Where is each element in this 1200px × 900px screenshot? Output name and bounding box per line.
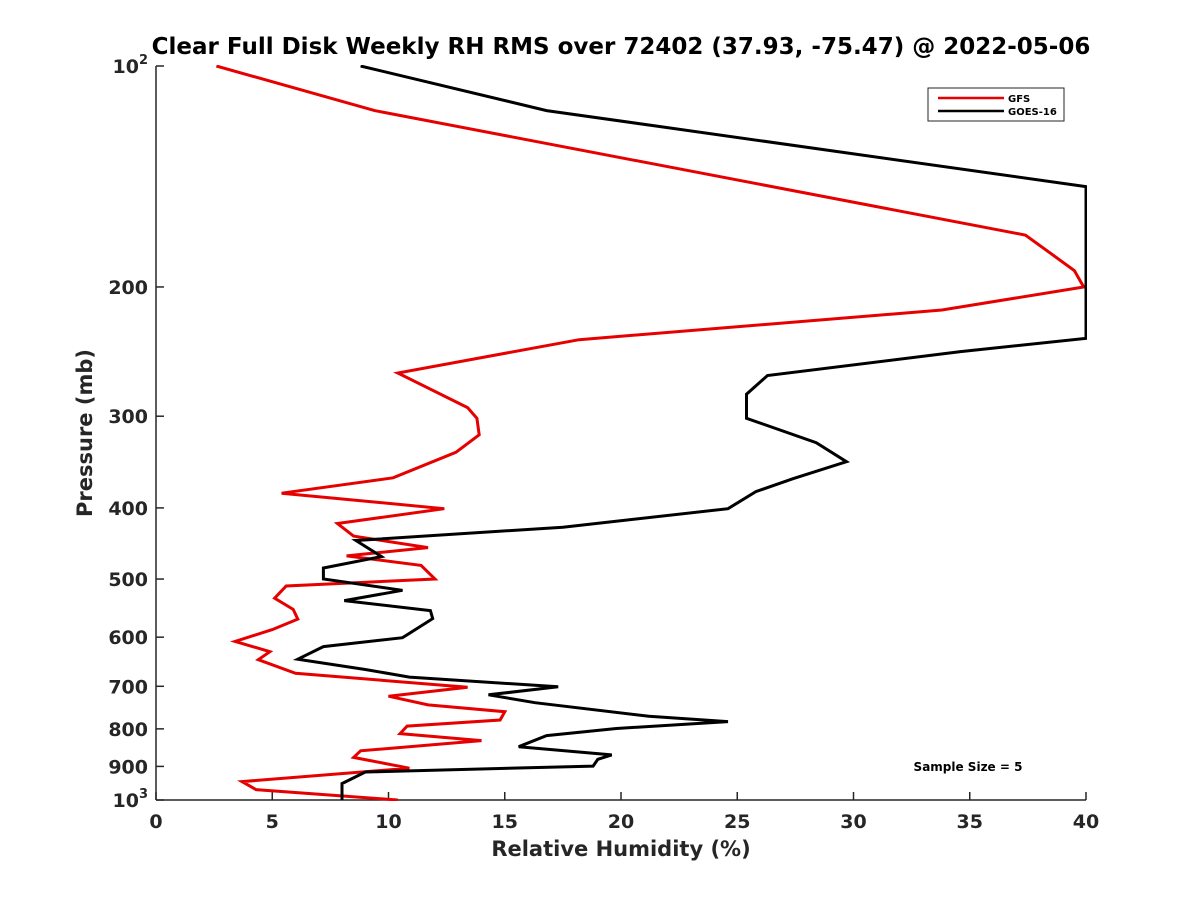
y-axis-label: Pressure (mb) [73, 349, 97, 517]
y-tick-label: 500 [108, 569, 148, 591]
y-tick-label: 103 [113, 787, 149, 812]
y-tick-label-base: 900 [108, 756, 148, 778]
y-tick-label-base: 700 [108, 676, 148, 698]
y-tick-label-base: 500 [108, 569, 148, 591]
x-tick-label: 20 [608, 811, 634, 833]
y-tick-label-exponent: 3 [139, 787, 148, 802]
x-axis-ticks: 0 5 10 15 20 25 30 35 40 [149, 792, 1099, 833]
x-tick-label: 10 [375, 811, 401, 833]
x-tick-label: 30 [840, 811, 866, 833]
chart-title: Clear Full Disk Weekly RH RMS over 72402… [152, 34, 1091, 60]
y-tick-label-base: 800 [108, 719, 148, 741]
y-tick-label-base: 10 [113, 790, 139, 812]
legend-label: GOES-16 [1008, 107, 1057, 118]
y-tick-label-base: 400 [108, 498, 148, 520]
series-line-goes-16 [292, 65, 1087, 800]
y-tick-label: 900 [108, 756, 148, 778]
series-line-gfs [215, 65, 1087, 801]
y-tick-label-base: 10 [113, 56, 139, 78]
x-tick-label: 25 [724, 811, 750, 833]
y-tick-label-base: 600 [108, 627, 148, 649]
y-tick-label: 700 [108, 676, 148, 698]
y-tick-label: 400 [108, 498, 148, 520]
x-tick-label: 0 [149, 811, 162, 833]
y-tick-label: 300 [108, 406, 148, 428]
sample-size-annotation: Sample Size = 5 [914, 760, 1023, 774]
y-tick-label-base: 200 [108, 277, 148, 299]
y-tick-label: 200 [108, 277, 148, 299]
y-tick-label: 800 [108, 719, 148, 741]
y-tick-label: 600 [108, 627, 148, 649]
x-tick-label: 15 [492, 811, 518, 833]
x-tick-label: 5 [266, 811, 279, 833]
legend-box [927, 87, 1065, 122]
legend-entries: GFS GOES-16 [938, 94, 1057, 118]
series-group [215, 65, 1087, 801]
y-tick-label-base: 300 [108, 406, 148, 428]
y-tick-label-exponent: 2 [139, 53, 148, 68]
plot-area: 0 5 10 15 20 25 30 35 40 10220030040050060070080… [108, 53, 1099, 833]
legend: GFS GOES-16 [927, 87, 1065, 122]
legend-label: GFS [1008, 94, 1030, 105]
y-tick-label: 102 [113, 53, 149, 78]
x-tick-label: 35 [957, 811, 983, 833]
x-axis-label: Relative Humidity (%) [491, 837, 750, 861]
x-tick-label: 40 [1073, 811, 1099, 833]
